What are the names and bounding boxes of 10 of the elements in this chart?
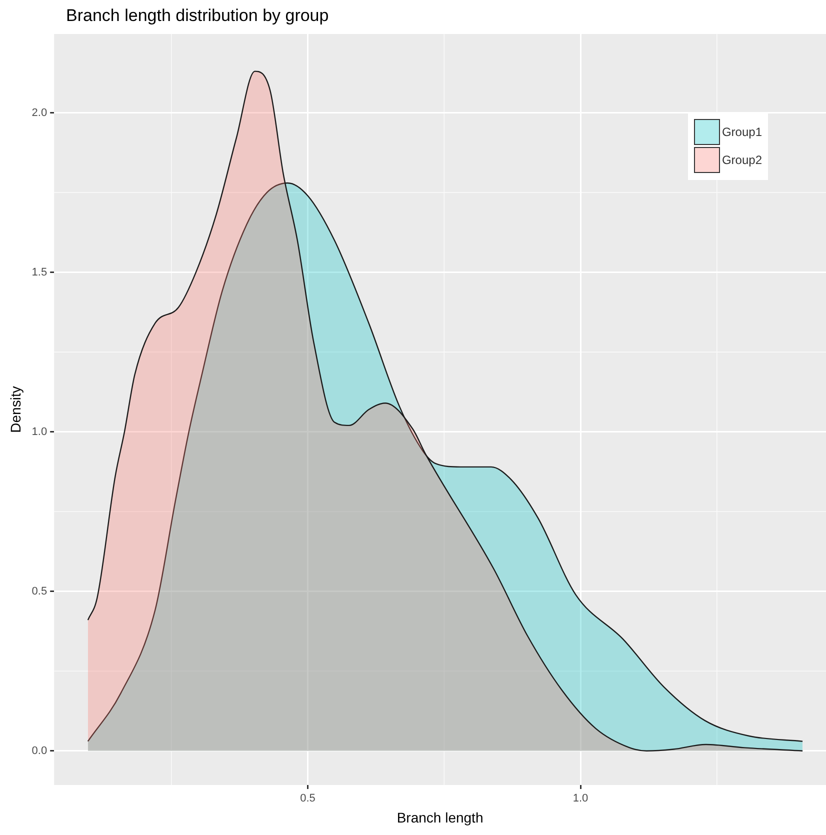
x-axis-title: Branch length <box>396 809 484 826</box>
legend-label: Group1 <box>722 125 762 139</box>
y-tick-label: 0.5 <box>32 585 48 598</box>
y-tick-label: 1.5 <box>32 266 48 278</box>
y-tick-label: 2.0 <box>32 106 48 119</box>
y-tick-label: 0.0 <box>32 744 48 757</box>
y-axis-title: Density <box>7 386 24 433</box>
chart-title: Branch length distribution by group <box>66 6 329 26</box>
legend-label: Group2 <box>722 153 762 167</box>
y-tick-label: 1.0 <box>32 426 48 438</box>
